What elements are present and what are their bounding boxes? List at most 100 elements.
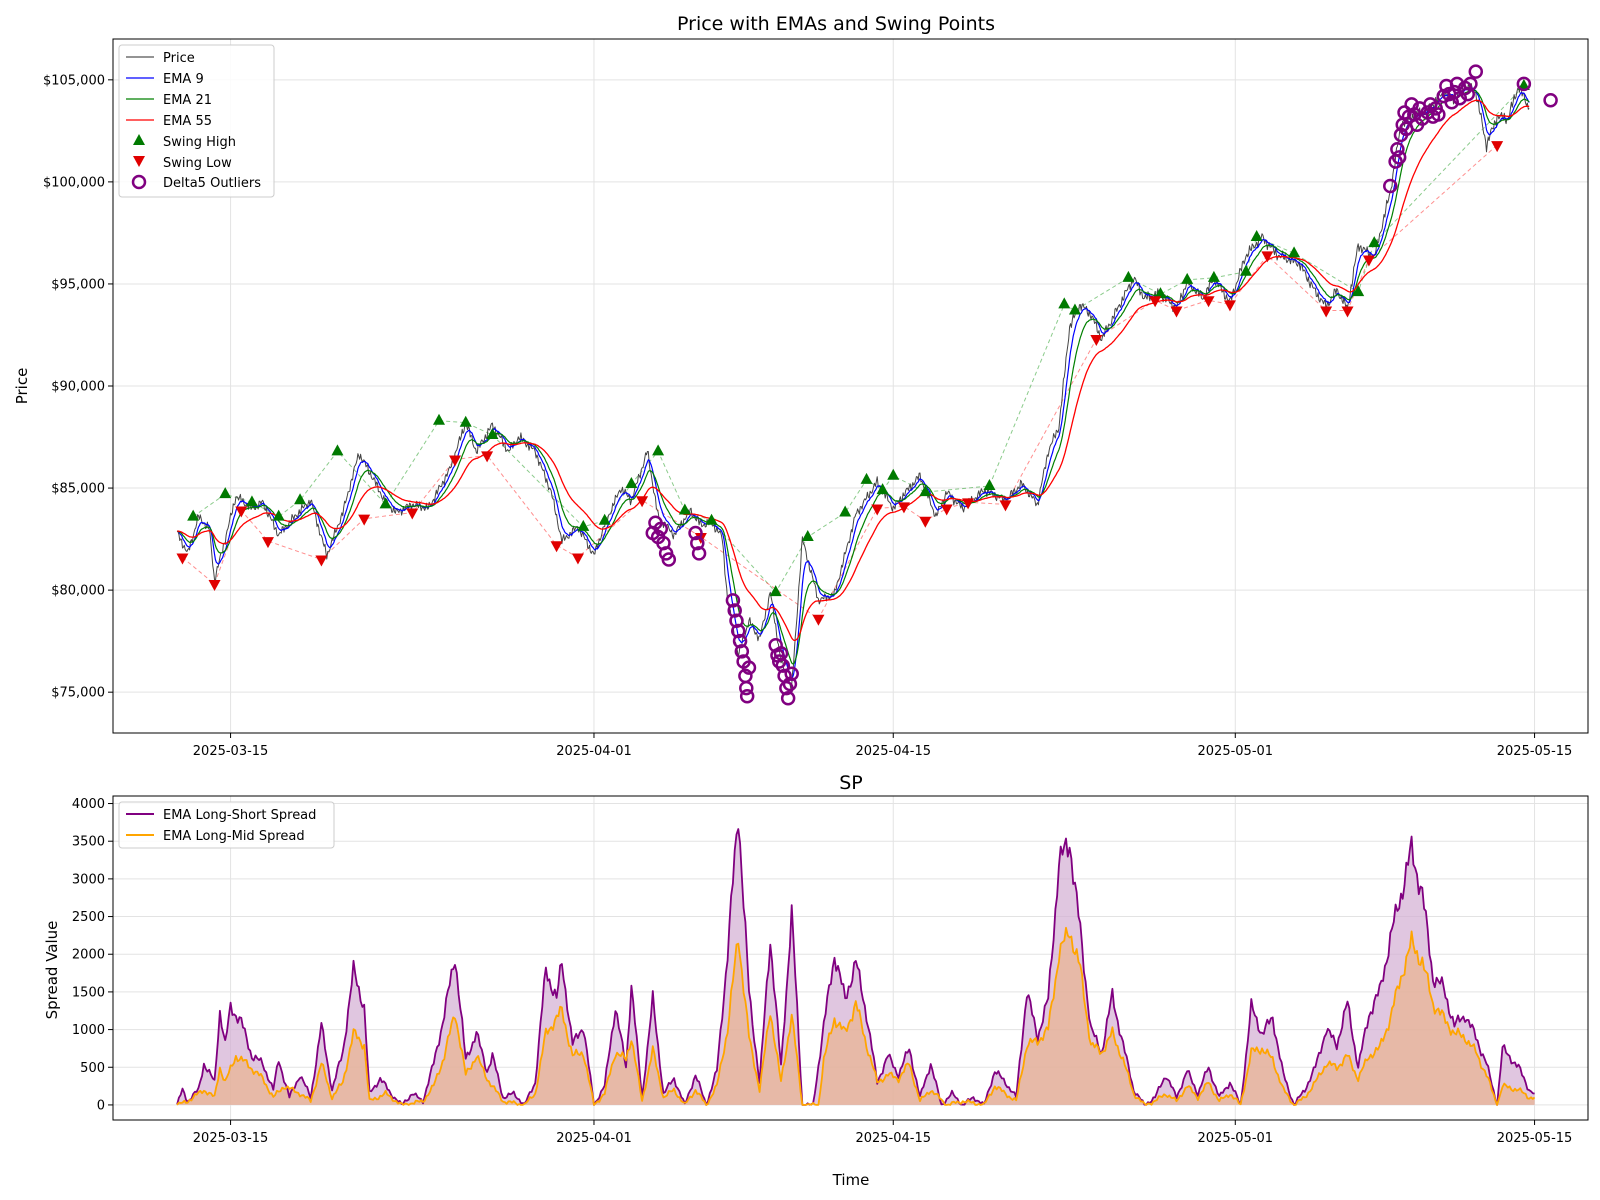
- swing-high-marker: [577, 519, 590, 531]
- long-mid-area: [177, 927, 1535, 1105]
- spread-y-tick-label: 0: [97, 1098, 105, 1113]
- price-legend-frame: [118, 44, 275, 198]
- price-y-tick-label: $90,000: [51, 380, 105, 395]
- swing-low-marker: [962, 498, 975, 510]
- swing-high-marker: [1239, 264, 1252, 276]
- ema21-line: [177, 89, 1530, 665]
- swing-low-marker: [261, 537, 274, 549]
- outlier-marker: [1543, 92, 1558, 108]
- swing-low-marker: [358, 514, 371, 526]
- spread-y-tick-label: 4000: [72, 797, 105, 812]
- swing-high-marker: [1368, 236, 1381, 248]
- outlier-marker: [661, 552, 677, 567]
- outlier-marker: [780, 691, 796, 706]
- price-panel: Price with EMAs and Swing Points $75,000…: [13, 13, 1589, 759]
- outlier-marker: [1516, 76, 1532, 92]
- outlier-marker: [779, 680, 794, 696]
- spread-panel: SP 0 500 1000 1500 2000 2500 3000 3500 4000 2025…: [43, 772, 1589, 1189]
- price-grid: [113, 39, 1588, 733]
- swing-high-marker: [294, 493, 307, 505]
- swing-low-marker: [571, 553, 584, 565]
- price-chart-title: Price with EMAs and Swing Points: [677, 13, 995, 35]
- price-y-ticks: $75,000 $80,000 $85,000 $90,000 $95,000 $100,…: [43, 73, 113, 701]
- outlier-marker: [1431, 107, 1446, 122]
- spread-y-tick-label: 2500: [72, 910, 105, 925]
- swing-low-marker: [1341, 306, 1354, 318]
- spread-chart-title: SP: [839, 772, 863, 794]
- outlier-marker: [741, 660, 757, 675]
- price-y-tick-label: $80,000: [51, 584, 105, 599]
- swing-high-connector: [192, 85, 1525, 594]
- swing-low-marker: [550, 541, 563, 553]
- swing-high-marker: [1181, 272, 1194, 284]
- swing-low-connector: [182, 144, 1498, 620]
- spread-y-ticks: 0 500 1000 1500 2000 2500 3000 3500 4000: [72, 797, 113, 1113]
- long-mid-line: [176, 926, 1536, 1106]
- outlier-marker: [731, 623, 746, 639]
- spread-y-tick-label: 3500: [72, 835, 105, 850]
- swing-low-marker: [315, 555, 328, 567]
- price-y-tick-label: $105,000: [43, 73, 105, 88]
- swing-high-marker: [1154, 287, 1167, 299]
- swing-high-marker: [379, 497, 392, 509]
- price-y-axis-label: Price: [13, 368, 31, 405]
- swing-low-marker: [406, 508, 419, 520]
- swing-high-marker: [459, 415, 472, 427]
- spread-x-tick-label: 2025-04-15: [855, 1131, 931, 1146]
- price-x-tick-label: 2025-03-15: [193, 744, 269, 759]
- outlier-marker: [1383, 178, 1398, 194]
- outlier-marker: [1391, 150, 1407, 165]
- spread-legend: EMA Long-Short Spread EMA Long-Mid Sprea…: [118, 801, 335, 849]
- swing-high-marker: [876, 483, 889, 495]
- legend-marker-outliers: [131, 174, 147, 190]
- swing-low-marker: [208, 579, 221, 591]
- swing-high-marker: [1122, 270, 1135, 282]
- spread-plot-frame: [112, 795, 1589, 1121]
- outlier-marker: [784, 666, 799, 682]
- legend-label-long-short: EMA Long-Short Spread: [163, 808, 316, 823]
- price-legend: Price EMA 9 EMA 21 EMA 55 Swing High Swi…: [118, 44, 275, 198]
- price-x-ticks: 2025-03-15 2025-04-01 2025-04-15 2025-05-01…: [193, 733, 1572, 759]
- outlier-marker: [775, 658, 791, 673]
- swing-high-marker: [705, 513, 718, 525]
- legend-label-swing-high: Swing High: [163, 135, 236, 150]
- spread-y-tick-label: 2000: [72, 948, 105, 963]
- price-series: [176, 64, 1558, 706]
- swing-low-marker: [1170, 306, 1183, 318]
- legend-label-long-mid: EMA Long-Mid Spread: [163, 829, 305, 844]
- outlier-marker: [1390, 141, 1405, 157]
- outlier-marker: [1449, 76, 1465, 92]
- outlier-marker: [727, 603, 742, 618]
- swing-high-marker: [1517, 78, 1530, 90]
- spread-y-tick-label: 3000: [72, 872, 105, 887]
- swing-high-marker: [272, 509, 285, 521]
- swing-high-marker: [1207, 270, 1220, 282]
- outlier-marker: [734, 644, 750, 659]
- swing-high-marker: [983, 479, 996, 491]
- swing-high-marker: [1058, 297, 1071, 309]
- swing-high-marker: [625, 476, 638, 488]
- swing-low-marker: [1362, 255, 1375, 267]
- swing-low-marker: [1149, 296, 1162, 308]
- swing-low-marker: [1491, 141, 1504, 153]
- outlier-marker: [725, 593, 741, 608]
- spread-y-tick-label: 500: [80, 1061, 105, 1076]
- legend-label-ema55: EMA 55: [163, 114, 212, 129]
- swing-low-marker: [481, 451, 494, 463]
- swing-low-marker: [636, 496, 649, 508]
- legend-label-swing-low: Swing Low: [163, 156, 232, 171]
- swing-low-marker: [1202, 296, 1215, 308]
- swing-high-marker: [432, 413, 445, 425]
- swing-high-marker: [919, 485, 932, 497]
- swing-low-marker: [449, 455, 462, 467]
- spread-x-axis-label: Time: [832, 1171, 870, 1189]
- swing-high-marker: [1352, 285, 1365, 297]
- swing-low-marker: [1320, 306, 1333, 318]
- legend-label-ema21: EMA 21: [163, 93, 212, 108]
- swing-high-marker: [245, 495, 258, 507]
- swing-low-marker: [871, 504, 884, 516]
- swing-low-marker: [897, 502, 910, 514]
- swing-low-marker: [919, 516, 932, 528]
- swing-high-marker: [598, 513, 611, 525]
